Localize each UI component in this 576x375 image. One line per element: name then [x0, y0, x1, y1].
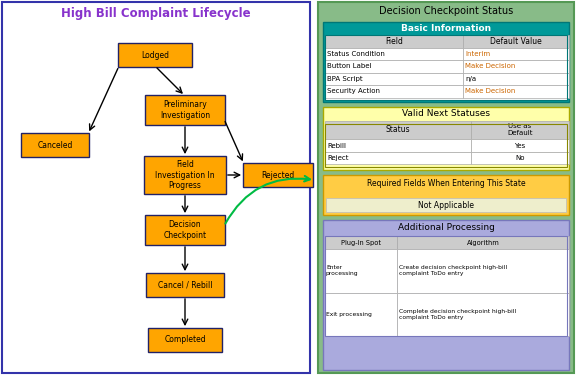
- Text: Decision Checkpoint Status: Decision Checkpoint Status: [379, 6, 513, 16]
- FancyBboxPatch shape: [145, 95, 225, 125]
- FancyBboxPatch shape: [243, 163, 313, 187]
- FancyBboxPatch shape: [145, 215, 225, 245]
- FancyBboxPatch shape: [471, 139, 569, 152]
- Text: Create decision checkpoint high-bill
complaint ToDo entry: Create decision checkpoint high-bill com…: [399, 266, 507, 276]
- FancyBboxPatch shape: [325, 249, 397, 292]
- FancyBboxPatch shape: [318, 2, 574, 373]
- Text: Status: Status: [385, 125, 410, 134]
- FancyBboxPatch shape: [323, 106, 569, 170]
- FancyBboxPatch shape: [118, 43, 192, 67]
- Text: Not Applicable: Not Applicable: [418, 201, 474, 210]
- Text: No: No: [515, 155, 525, 161]
- Text: Security Action: Security Action: [327, 88, 380, 94]
- Text: Field
Investigation In
Progress: Field Investigation In Progress: [155, 160, 215, 190]
- Text: Make Decision: Make Decision: [465, 88, 516, 94]
- FancyBboxPatch shape: [397, 236, 569, 249]
- FancyBboxPatch shape: [325, 35, 463, 48]
- Text: Plug-In Spot: Plug-In Spot: [341, 240, 381, 246]
- FancyBboxPatch shape: [323, 220, 569, 370]
- FancyBboxPatch shape: [325, 139, 471, 152]
- FancyBboxPatch shape: [326, 198, 566, 212]
- Text: Exit processing: Exit processing: [326, 312, 372, 316]
- FancyBboxPatch shape: [325, 292, 397, 336]
- FancyBboxPatch shape: [463, 72, 569, 85]
- Text: Lodged: Lodged: [141, 51, 169, 60]
- Text: Decision
Checkpoint: Decision Checkpoint: [164, 220, 207, 240]
- Text: Button Label: Button Label: [327, 63, 372, 69]
- Text: Valid Next Statuses: Valid Next Statuses: [402, 109, 490, 118]
- Text: Required Fields When Entering This State: Required Fields When Entering This State: [367, 179, 525, 188]
- FancyBboxPatch shape: [325, 236, 397, 249]
- Text: Preliminary
Investigation: Preliminary Investigation: [160, 100, 210, 120]
- Text: Rejected: Rejected: [262, 171, 295, 180]
- Text: Default Value: Default Value: [490, 37, 542, 46]
- FancyBboxPatch shape: [148, 328, 222, 352]
- FancyBboxPatch shape: [463, 48, 569, 60]
- Text: Rebill: Rebill: [327, 142, 346, 148]
- Text: Complete decision checkpoint high-bill
complaint ToDo entry: Complete decision checkpoint high-bill c…: [399, 309, 516, 320]
- FancyBboxPatch shape: [397, 292, 569, 336]
- FancyBboxPatch shape: [463, 60, 569, 72]
- FancyBboxPatch shape: [397, 249, 569, 292]
- FancyBboxPatch shape: [463, 85, 569, 98]
- Text: BPA Script: BPA Script: [327, 76, 363, 82]
- FancyBboxPatch shape: [471, 152, 569, 164]
- Text: Enter
processing: Enter processing: [326, 266, 359, 276]
- Text: Status Condition: Status Condition: [327, 51, 385, 57]
- FancyBboxPatch shape: [463, 35, 569, 48]
- FancyBboxPatch shape: [2, 2, 310, 373]
- Text: n/a: n/a: [465, 76, 476, 82]
- FancyBboxPatch shape: [144, 156, 226, 194]
- Text: Interim: Interim: [465, 51, 490, 57]
- Text: Algorithm: Algorithm: [467, 240, 499, 246]
- FancyBboxPatch shape: [21, 133, 89, 157]
- FancyBboxPatch shape: [323, 175, 569, 215]
- Text: Basic Information: Basic Information: [401, 24, 491, 33]
- Text: Completed: Completed: [164, 336, 206, 345]
- Text: Additional Processing: Additional Processing: [397, 223, 494, 232]
- FancyBboxPatch shape: [325, 120, 471, 139]
- FancyBboxPatch shape: [325, 48, 463, 60]
- FancyBboxPatch shape: [325, 60, 463, 72]
- FancyBboxPatch shape: [471, 120, 569, 139]
- FancyBboxPatch shape: [325, 35, 567, 99]
- FancyBboxPatch shape: [325, 152, 471, 164]
- Text: Use as
Default: Use as Default: [507, 123, 533, 136]
- Text: Cancel / Rebill: Cancel / Rebill: [158, 280, 212, 290]
- Text: Field: Field: [385, 37, 403, 46]
- Text: Canceled: Canceled: [37, 141, 73, 150]
- FancyBboxPatch shape: [325, 72, 463, 85]
- Text: Make Decision: Make Decision: [465, 63, 516, 69]
- Text: Reject: Reject: [327, 155, 348, 161]
- FancyBboxPatch shape: [146, 273, 224, 297]
- FancyBboxPatch shape: [323, 22, 569, 102]
- Text: High Bill Complaint Lifecycle: High Bill Complaint Lifecycle: [61, 6, 251, 20]
- Text: Yes: Yes: [514, 142, 525, 148]
- FancyBboxPatch shape: [325, 85, 463, 98]
